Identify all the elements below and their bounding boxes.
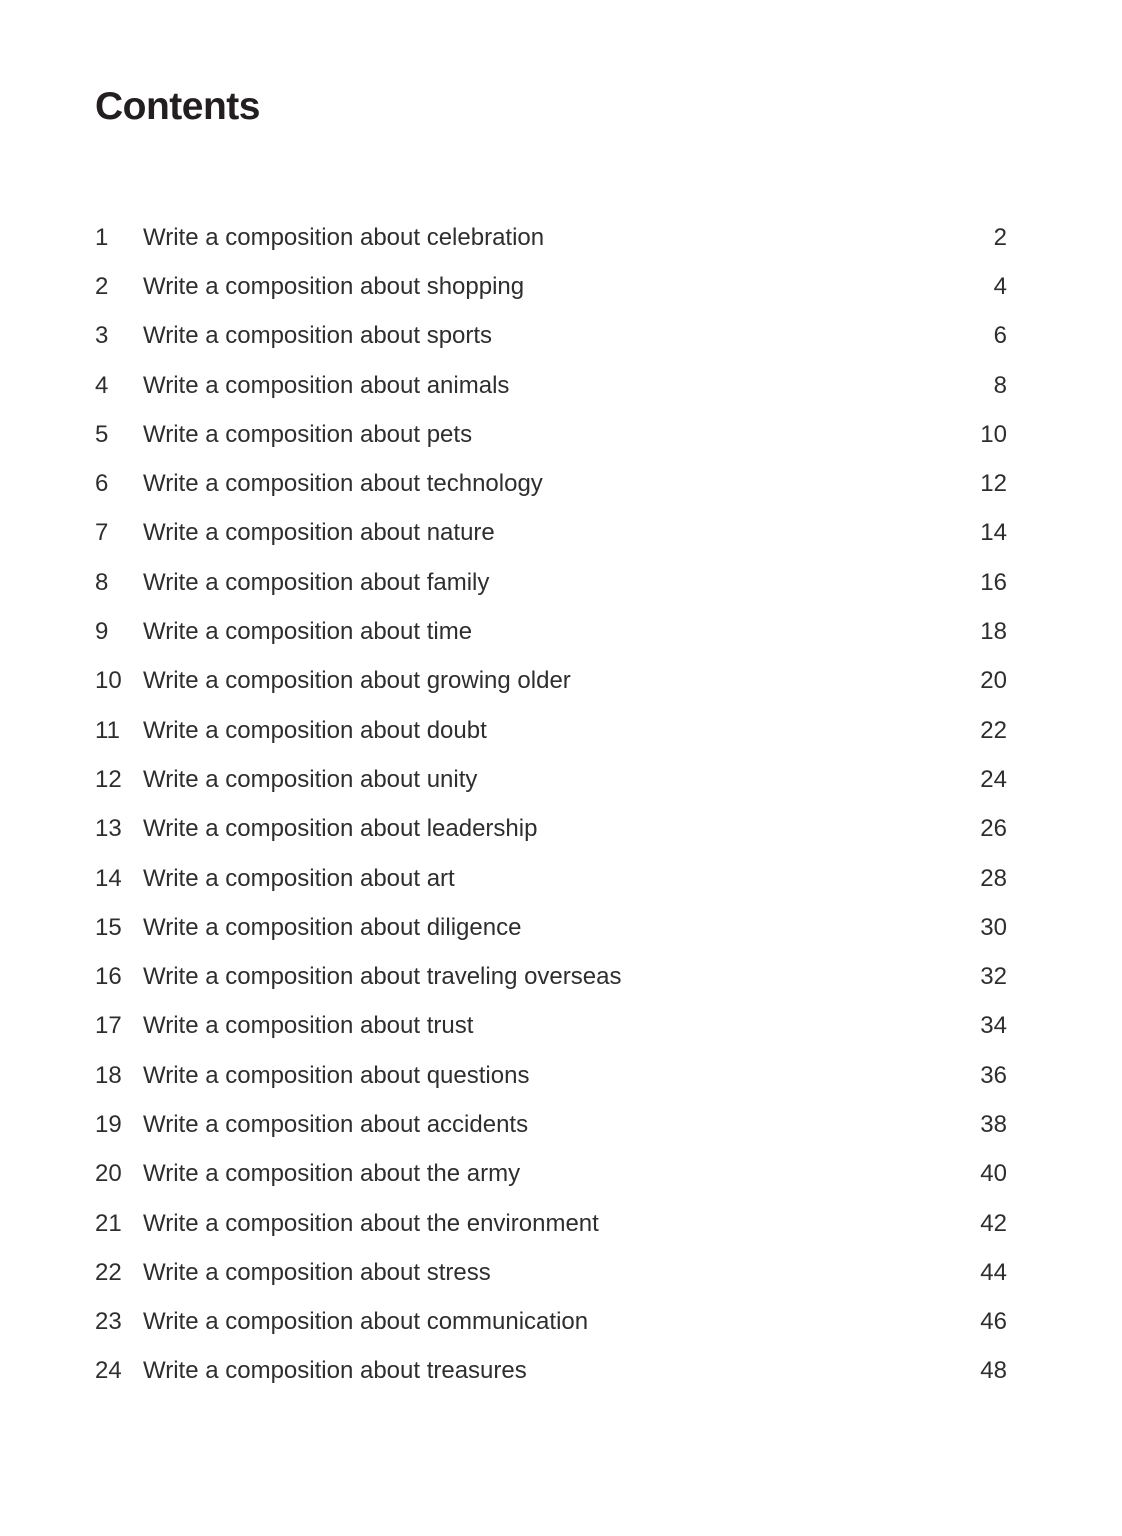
toc-entry-title: Write a composition about the environmen… [143, 1209, 599, 1237]
toc-entry-title: Write a composition about shopping [143, 272, 525, 300]
toc-entry-title: Write a composition about treasures [143, 1357, 527, 1385]
toc-entry-number: 20 [95, 1160, 122, 1188]
toc-entry: 21 Write a composition about the environ… [95, 1199, 1007, 1248]
toc-entry: 11 Write a composition about doubt 22 [95, 706, 1007, 755]
toc-entry-number: 23 [95, 1308, 122, 1336]
toc-entry-title: Write a composition about family [143, 568, 490, 596]
toc-entry-page: 4 [993, 272, 1007, 300]
toc-entry-number: 13 [95, 815, 122, 843]
toc-entry-number: 21 [95, 1209, 122, 1237]
toc-entry-page: 12 [980, 470, 1007, 498]
toc-entry-page: 24 [980, 765, 1007, 793]
toc-entry: 5 Write a composition about pets 10 [95, 410, 1007, 459]
toc-entry-title: Write a composition about communication [143, 1308, 589, 1336]
toc-entry-page: 14 [980, 519, 1007, 547]
toc-entry: 15 Write a composition about diligence 3… [95, 903, 1007, 952]
toc-list: 1 Write a composition about celebration … [95, 213, 1007, 1396]
toc-entry-page: 34 [980, 1012, 1007, 1040]
toc-entry-page: 46 [980, 1308, 1007, 1336]
toc-entry: 23 Write a composition about communicati… [95, 1298, 1007, 1347]
toc-entry: 6 Write a composition about technology 1… [95, 459, 1007, 508]
toc-entry: 19 Write a composition about accidents 3… [95, 1100, 1007, 1149]
toc-entry-title: Write a composition about stress [143, 1258, 491, 1286]
toc-entry-number: 10 [95, 667, 122, 695]
toc-entry-page: 16 [980, 568, 1007, 596]
toc-entry: 2 Write a composition about shopping 4 [95, 262, 1007, 311]
toc-entry-title: Write a composition about technology [143, 470, 543, 498]
toc-entry-page: 20 [980, 667, 1007, 695]
toc-entry-number: 24 [95, 1357, 122, 1385]
toc-entry-number: 14 [95, 864, 122, 892]
toc-entry-title: Write a composition about leadership [143, 815, 538, 843]
toc-entry: 9 Write a composition about time 18 [95, 607, 1007, 656]
toc-entry-title: Write a composition about trust [143, 1012, 474, 1040]
toc-entry-page: 6 [993, 322, 1007, 350]
toc-entry-title: Write a composition about animals [143, 371, 510, 399]
toc-entry: 12 Write a composition about unity 24 [95, 755, 1007, 804]
toc-entry-title: Write a composition about unity [143, 765, 478, 793]
toc-entry-title: Write a composition about celebration [143, 223, 545, 251]
toc-entry: 1 Write a composition about celebration … [95, 213, 1007, 262]
toc-entry-page: 38 [980, 1110, 1007, 1138]
toc-entry-number: 11 [95, 716, 120, 744]
toc-entry-page: 8 [993, 371, 1007, 399]
toc-entry-number: 2 [95, 272, 109, 300]
toc-entry-page: 42 [980, 1209, 1007, 1237]
toc-entry-number: 3 [95, 322, 109, 350]
toc-entry: 22 Write a composition about stress 44 [95, 1248, 1007, 1297]
toc-entry-number: 8 [95, 568, 109, 596]
toc-entry: 3 Write a composition about sports 6 [95, 312, 1007, 361]
toc-entry-page: 32 [980, 963, 1007, 991]
toc-entry-page: 40 [980, 1160, 1007, 1188]
toc-entry-title: Write a composition about time [143, 618, 473, 646]
toc-entry: 17 Write a composition about trust 34 [95, 1002, 1007, 1051]
toc-entry-number: 19 [95, 1110, 122, 1138]
toc-entry-number: 17 [95, 1012, 122, 1040]
toc-entry-title: Write a composition about traveling over… [143, 963, 622, 991]
toc-entry: 4 Write a composition about animals 8 [95, 361, 1007, 410]
toc-entry: 8 Write a composition about family 16 [95, 558, 1007, 607]
toc-entry-number: 12 [95, 765, 122, 793]
toc-entry-page: 26 [980, 815, 1007, 843]
toc-entry: 18 Write a composition about questions 3… [95, 1051, 1007, 1100]
toc-entry-title: Write a composition about diligence [143, 913, 522, 941]
toc-entry-number: 15 [95, 913, 122, 941]
toc-entry-title: Write a composition about accidents [143, 1110, 529, 1138]
toc-entry-number: 5 [95, 420, 109, 448]
toc-entry-title: Write a composition about growing older [143, 667, 571, 695]
toc-entry-number: 9 [95, 618, 109, 646]
toc-entry-page: 30 [980, 913, 1007, 941]
toc-entry-number: 4 [95, 371, 109, 399]
toc-entry-number: 22 [95, 1258, 122, 1286]
toc-entry: 10 Write a composition about growing old… [95, 657, 1007, 706]
toc-entry-page: 2 [993, 223, 1007, 251]
toc-entry-number: 6 [95, 470, 109, 498]
toc-entry: 16 Write a composition about traveling o… [95, 952, 1007, 1001]
toc-entry: 20 Write a composition about the army 40 [95, 1150, 1007, 1199]
toc-entry-number: 1 [95, 223, 109, 251]
toc-entry: 13 Write a composition about leadership … [95, 805, 1007, 854]
toc-entry-page: 22 [980, 716, 1007, 744]
toc-entry-number: 16 [95, 963, 122, 991]
toc-entry-page: 44 [980, 1258, 1007, 1286]
toc-entry-title: Write a composition about the army [143, 1160, 521, 1188]
toc-entry-page: 36 [980, 1061, 1007, 1089]
toc-entry: 14 Write a composition about art 28 [95, 854, 1007, 903]
toc-entry-page: 48 [980, 1357, 1007, 1385]
toc-entry-title: Write a composition about nature [143, 519, 495, 547]
toc-entry-page: 28 [980, 864, 1007, 892]
toc-entry-title: Write a composition about sports [143, 322, 493, 350]
toc-entry: 7 Write a composition about nature 14 [95, 509, 1007, 558]
toc-entry-title: Write a composition about doubt [143, 716, 487, 744]
toc-entry-page: 10 [980, 420, 1007, 448]
toc-entry: 24 Write a composition about treasures 4… [95, 1347, 1007, 1396]
toc-entry-number: 18 [95, 1061, 122, 1089]
toc-entry-page: 18 [980, 618, 1007, 646]
page-title: Contents [95, 85, 261, 128]
toc-entry-title: Write a composition about questions [143, 1061, 530, 1089]
toc-entry-title: Write a composition about pets [143, 420, 473, 448]
toc-entry-title: Write a composition about art [143, 864, 455, 892]
toc-entry-number: 7 [95, 519, 109, 547]
